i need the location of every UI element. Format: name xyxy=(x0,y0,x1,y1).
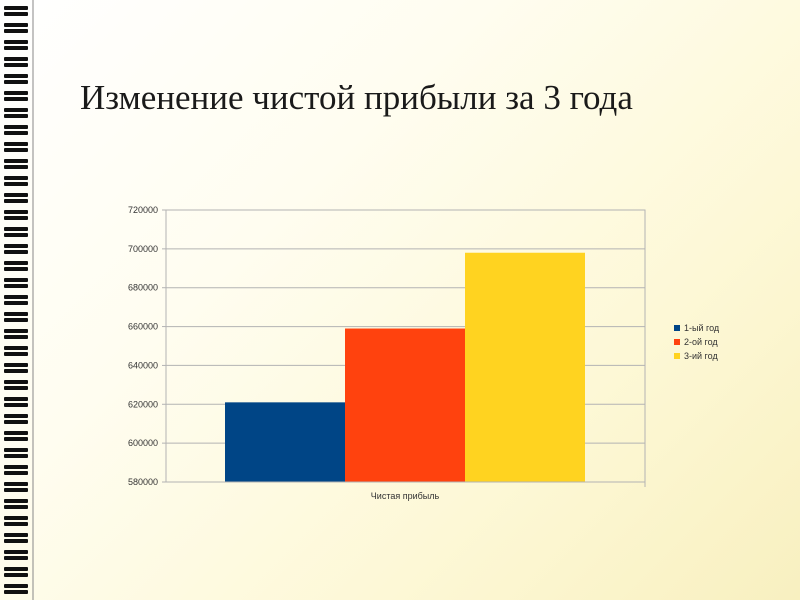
binding-ring xyxy=(4,125,28,129)
binding-ring xyxy=(4,346,28,350)
binding-ring xyxy=(4,63,28,67)
binding-ring xyxy=(4,488,28,492)
binding-ring xyxy=(4,108,28,112)
legend-swatch-1 xyxy=(674,325,680,331)
binding-ring xyxy=(4,329,28,333)
binding-ring xyxy=(4,148,28,152)
binding-ring xyxy=(4,267,28,271)
binding-ring xyxy=(4,414,28,418)
binding-ring xyxy=(4,397,28,401)
y-tick-label: 660000 xyxy=(128,322,158,332)
binding-ring xyxy=(4,556,28,560)
binding-ring xyxy=(4,261,28,265)
binding-ring xyxy=(4,380,28,384)
y-tick-label: 640000 xyxy=(128,360,158,370)
binding-ring xyxy=(4,29,28,33)
binding-ring xyxy=(4,227,28,231)
binding-ring xyxy=(4,567,28,571)
spiral-binding xyxy=(4,0,34,600)
bar-3 xyxy=(465,252,585,482)
binding-ring xyxy=(4,182,28,186)
binding-ring xyxy=(4,584,28,588)
legend: 1-ый год 2-ой год 3-ий год xyxy=(674,323,720,361)
axes: 580000 600000 620000 640000 660000 680000 7000… xyxy=(128,205,646,501)
binding-ring xyxy=(4,193,28,197)
binding-ring xyxy=(4,573,28,577)
binding-ring xyxy=(4,437,28,441)
y-tick-label: 620000 xyxy=(128,399,158,409)
binding-ring xyxy=(4,420,28,424)
binding-ring xyxy=(4,295,28,299)
binding-ring xyxy=(4,216,28,220)
binding-ring xyxy=(4,114,28,118)
binding-ring xyxy=(4,91,28,95)
binding-ring xyxy=(4,142,28,146)
binding-ring xyxy=(4,454,28,458)
binding-ring xyxy=(4,363,28,367)
y-tick-label: 700000 xyxy=(128,244,158,254)
binding-ring xyxy=(4,471,28,475)
binding-ring xyxy=(4,590,28,594)
bars xyxy=(225,252,585,482)
binding-ring xyxy=(4,12,28,16)
binding-ring xyxy=(4,131,28,135)
binding-ring xyxy=(4,233,28,237)
binding-ring xyxy=(4,505,28,509)
x-category-label: Чистая прибыль xyxy=(371,491,440,501)
binding-ring xyxy=(4,74,28,78)
binding-ring xyxy=(4,352,28,356)
y-tick-label: 600000 xyxy=(128,438,158,448)
binding-ring xyxy=(4,369,28,373)
y-tick-label: 720000 xyxy=(128,205,158,215)
binding-ring xyxy=(4,550,28,554)
binding-ring xyxy=(4,386,28,390)
binding-ring xyxy=(4,57,28,61)
binding-ring xyxy=(4,312,28,316)
binding-ring xyxy=(4,533,28,537)
y-tick-label: 680000 xyxy=(128,283,158,293)
legend-label-3: 3-ий год xyxy=(684,351,718,361)
binding-ring xyxy=(4,278,28,282)
legend-label-2: 2-ой год xyxy=(684,337,718,347)
binding-ring xyxy=(4,284,28,288)
binding-ring xyxy=(4,6,28,10)
binding-ring xyxy=(4,159,28,163)
legend-swatch-2 xyxy=(674,339,680,345)
binding-ring xyxy=(4,482,28,486)
binding-ring xyxy=(4,522,28,526)
binding-ring xyxy=(4,97,28,101)
binding-ring xyxy=(4,448,28,452)
binding-ring xyxy=(4,539,28,543)
binding-ring xyxy=(4,301,28,305)
binding-ring xyxy=(4,210,28,214)
binding-ring xyxy=(4,165,28,169)
bar-2 xyxy=(345,328,465,482)
legend-label-1: 1-ый год xyxy=(684,323,720,333)
binding-ring xyxy=(4,499,28,503)
bar-1 xyxy=(225,402,345,482)
binding-ring xyxy=(4,80,28,84)
legend-swatch-3 xyxy=(674,353,680,359)
binding-ring xyxy=(4,176,28,180)
binding-ring xyxy=(4,46,28,50)
binding-ring xyxy=(4,23,28,27)
binding-ring xyxy=(4,516,28,520)
binding-ring xyxy=(4,403,28,407)
slide-title: Изменение чистой прибыли за 3 года xyxy=(80,78,633,117)
binding-ring xyxy=(4,244,28,248)
binding-ring xyxy=(4,250,28,254)
binding-ring xyxy=(4,199,28,203)
binding-ring xyxy=(4,431,28,435)
binding-ring xyxy=(4,40,28,44)
binding-ring xyxy=(4,318,28,322)
binding-ring xyxy=(4,335,28,339)
binding-ring xyxy=(4,465,28,469)
y-tick-label: 580000 xyxy=(128,477,158,487)
